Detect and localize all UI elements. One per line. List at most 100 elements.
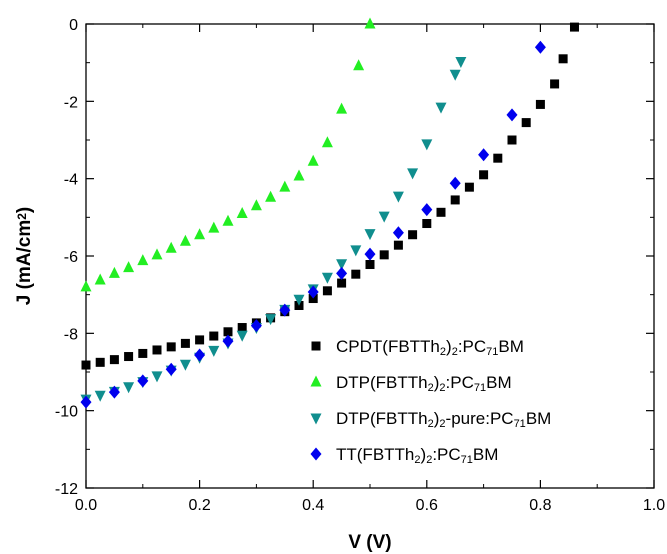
data-point	[137, 374, 149, 388]
data-point	[422, 219, 432, 229]
data-point	[165, 241, 177, 253]
x-tick-label: 0.4	[302, 497, 324, 514]
data-point	[449, 176, 461, 190]
data-point	[137, 254, 149, 266]
data-point	[307, 285, 319, 299]
data-point	[108, 266, 120, 278]
data-point	[558, 54, 568, 64]
x-tick-label: 0.8	[529, 497, 551, 514]
data-point	[265, 190, 277, 202]
series-1	[81, 22, 579, 370]
data-point	[378, 211, 390, 223]
legend-label: DTP(FBTTh2)2:PC71BM	[336, 373, 512, 394]
data-point	[236, 330, 248, 342]
data-point	[138, 348, 148, 358]
y-tick-label: -12	[55, 481, 78, 498]
data-point	[455, 57, 467, 69]
data-point	[180, 338, 190, 348]
data-point	[364, 229, 376, 241]
axis-ticks: 0.0 0.2 0.4 0.6 0.8 1.0 0 -2 -4 -6 -8 -10 -12	[55, 17, 665, 514]
x-tick-label: 0.2	[188, 497, 210, 514]
data-point	[534, 40, 546, 54]
legend-marker	[311, 341, 321, 351]
data-point	[195, 335, 205, 345]
legend-marker	[310, 413, 322, 425]
data-point	[194, 228, 206, 240]
x-axis-title: V (V)	[348, 532, 391, 553]
data-point	[392, 226, 404, 240]
data-point	[393, 240, 403, 250]
legend: CPDT(FBTTh2)2:PC71BM DTP(FBTTh2)2:PC71BM D…	[310, 337, 551, 466]
data-point	[436, 207, 446, 217]
data-point	[208, 345, 220, 357]
data-point	[166, 342, 176, 352]
y-tick-label: 0	[69, 17, 78, 34]
data-point	[209, 331, 219, 341]
data-point	[293, 169, 305, 181]
data-point	[336, 259, 348, 271]
x-tick-label: 0.6	[416, 497, 438, 514]
data-point	[108, 385, 120, 399]
data-point	[81, 360, 91, 370]
data-point	[535, 99, 545, 109]
data-point	[94, 390, 106, 402]
data-points	[80, 17, 579, 409]
data-point	[506, 108, 518, 122]
legend-label: TT(FBTTh2)2:PC71BM	[336, 445, 498, 466]
data-point	[165, 362, 177, 376]
data-point	[450, 195, 460, 205]
data-point	[250, 199, 262, 211]
data-point	[479, 170, 489, 180]
legend-marker	[310, 375, 322, 387]
data-point	[179, 234, 191, 246]
x-tick-label: 1.0	[643, 497, 665, 514]
data-point	[222, 214, 234, 226]
data-point	[365, 260, 375, 270]
data-point	[151, 371, 163, 383]
data-point	[493, 153, 503, 163]
data-point	[223, 327, 233, 337]
data-point	[550, 79, 560, 89]
data-point	[152, 345, 162, 355]
series-2	[80, 17, 376, 292]
y-axis-title: J (mA/cm2)	[14, 207, 35, 306]
data-point	[208, 221, 220, 233]
x-tick-label: 0.0	[75, 497, 97, 514]
data-point	[250, 319, 262, 333]
data-point	[392, 191, 404, 203]
data-point	[364, 247, 376, 261]
data-point	[151, 248, 163, 260]
data-point	[421, 203, 433, 217]
data-point	[478, 148, 490, 162]
data-point	[279, 180, 291, 192]
data-point	[353, 59, 365, 71]
legend-marker	[310, 447, 322, 461]
data-point	[222, 334, 234, 348]
data-point	[322, 286, 332, 296]
data-point	[95, 357, 105, 367]
data-point	[336, 102, 348, 114]
data-point	[336, 266, 348, 280]
data-point	[94, 273, 106, 285]
data-point	[321, 136, 333, 148]
data-point	[307, 154, 319, 166]
data-point	[80, 395, 92, 409]
data-point	[350, 245, 362, 257]
data-point	[521, 118, 531, 128]
data-point	[435, 102, 447, 114]
y-tick-label: -4	[64, 172, 78, 189]
data-point	[351, 269, 361, 279]
data-point	[337, 278, 347, 288]
data-point	[236, 206, 248, 218]
data-point	[507, 135, 517, 145]
data-point	[279, 303, 291, 317]
data-point	[464, 182, 474, 192]
data-point	[124, 352, 134, 362]
data-point	[123, 382, 135, 394]
data-point	[265, 314, 277, 326]
data-point	[293, 294, 305, 306]
data-point	[123, 261, 135, 273]
data-point	[364, 17, 376, 29]
data-point	[109, 355, 119, 365]
legend-label: CPDT(FBTTh2)2:PC71BM	[336, 337, 524, 358]
